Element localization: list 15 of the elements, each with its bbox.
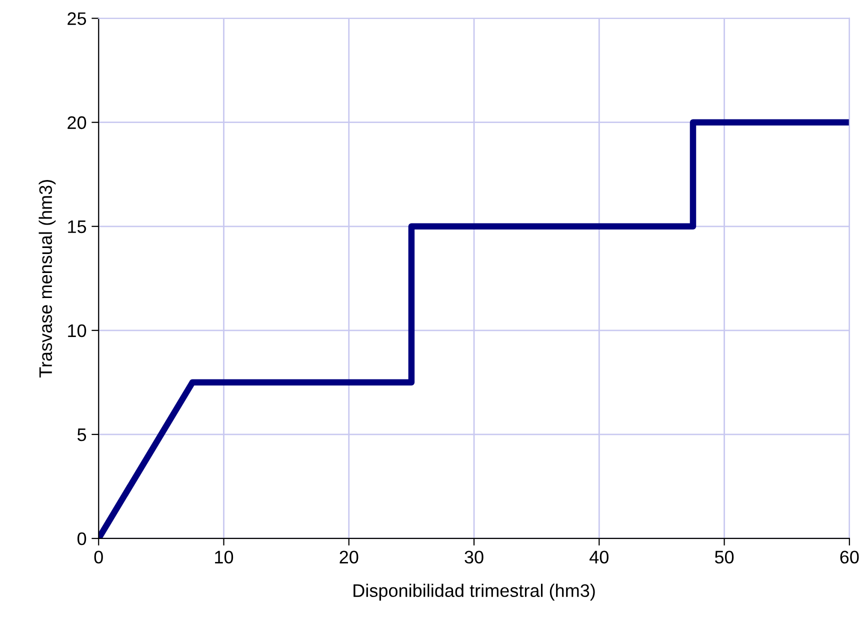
x-tick-label: 30 bbox=[464, 550, 484, 564]
x-tick-label: 10 bbox=[215, 550, 234, 564]
y-tick-label: 5 bbox=[77, 428, 86, 442]
y-tick-label: 10 bbox=[68, 324, 86, 338]
y-tick-label: 15 bbox=[68, 220, 86, 234]
x-axis-title: Disponibilidad trimestral (hm3) bbox=[354, 584, 595, 601]
y-tick-label: 25 bbox=[68, 12, 86, 26]
y-axis-title: Trasvase mensual (hm3) bbox=[38, 180, 56, 378]
y-tick-label: 0 bbox=[77, 532, 86, 546]
x-tick-label: 50 bbox=[714, 550, 734, 564]
x-tick-label: 60 bbox=[840, 550, 859, 564]
y-tick-label: 20 bbox=[68, 116, 86, 130]
x-tick-label: 20 bbox=[340, 550, 358, 564]
x-tick-label: 40 bbox=[590, 550, 608, 564]
x-tick-label: 0 bbox=[94, 550, 103, 564]
